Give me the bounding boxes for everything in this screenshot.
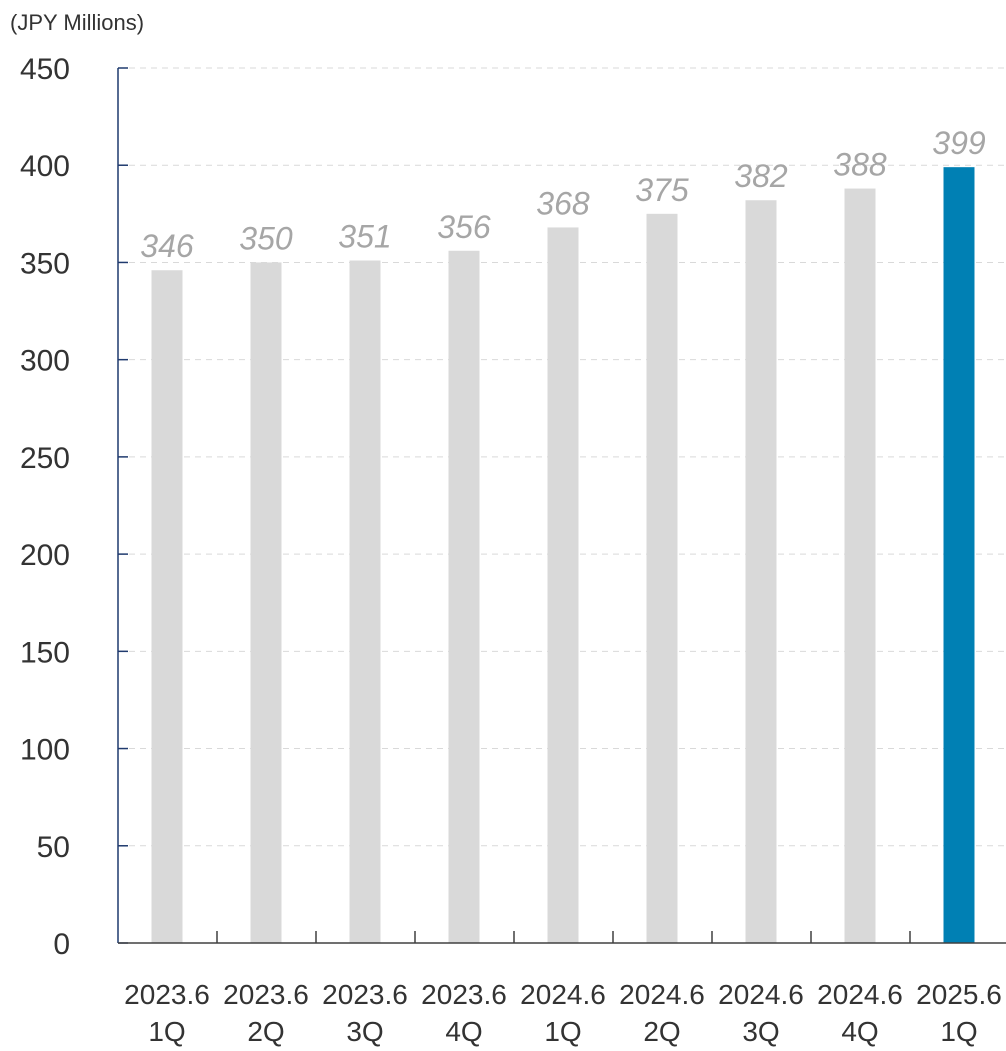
y-axis-ticks: 0 50 100 150 200 250 300 350 400 450 bbox=[20, 53, 128, 961]
x-axis-ticks: 2023.6 1Q 2023.6 2Q 2023.6 3Q 2023.6 4Q 2024.6 1Q… bbox=[124, 931, 1002, 1047]
y-tick-label: 450 bbox=[20, 53, 70, 86]
x-tick-label-year: 2023.6 bbox=[421, 979, 507, 1010]
bar-2023.6-4Q bbox=[448, 250, 480, 943]
x-tick-label-year: 2024.6 bbox=[718, 979, 804, 1010]
x-tick-label-quarter: 2Q bbox=[643, 1016, 680, 1047]
x-tick-label-year: 2023.6 bbox=[322, 979, 408, 1010]
y-tick-label: 200 bbox=[20, 539, 70, 572]
y-tick-label: 350 bbox=[20, 247, 70, 280]
y-tick-label: 50 bbox=[37, 831, 70, 864]
y-tick-label: 250 bbox=[20, 442, 70, 475]
data-label: 375 bbox=[635, 172, 689, 208]
x-tick-label-quarter: 1Q bbox=[940, 1016, 977, 1047]
bar-2023.6-2Q bbox=[250, 262, 282, 943]
data-label: 399 bbox=[932, 125, 986, 161]
y-tick-label: 400 bbox=[20, 150, 70, 183]
x-tick-label-quarter: 3Q bbox=[346, 1016, 383, 1047]
x-tick-label-year: 2023.6 bbox=[223, 979, 309, 1010]
bar-2025.6-1Q bbox=[943, 167, 975, 943]
data-label: 368 bbox=[536, 185, 590, 221]
y-tick-label: 150 bbox=[20, 636, 70, 669]
data-label: 356 bbox=[437, 209, 491, 245]
bars bbox=[151, 167, 975, 944]
x-tick-label-year: 2024.6 bbox=[520, 979, 606, 1010]
bar-2023.6-3Q bbox=[349, 260, 381, 943]
x-tick-label-quarter: 3Q bbox=[742, 1016, 779, 1047]
y-axis-unit-label: (JPY Millions) bbox=[10, 10, 144, 35]
x-tick-label-quarter: 1Q bbox=[148, 1016, 185, 1047]
x-tick-label-year: 2024.6 bbox=[619, 979, 705, 1010]
x-tick-label-year: 2024.6 bbox=[817, 979, 903, 1010]
x-tick-label-year: 2023.6 bbox=[124, 979, 210, 1010]
x-tick-label-quarter: 2Q bbox=[247, 1016, 284, 1047]
y-tick-label: 0 bbox=[53, 928, 70, 961]
data-label: 388 bbox=[833, 147, 887, 183]
x-tick-label-quarter: 4Q bbox=[841, 1016, 878, 1047]
data-label: 346 bbox=[140, 228, 194, 264]
data-label: 351 bbox=[338, 219, 391, 255]
data-labels: 346 350 351 356 368 375 382 388 399 bbox=[140, 125, 986, 264]
x-tick-label-quarter: 1Q bbox=[544, 1016, 581, 1047]
data-label: 350 bbox=[239, 220, 293, 256]
y-tick-label: 100 bbox=[20, 734, 70, 767]
bar-2024.6-1Q bbox=[547, 227, 579, 943]
axes bbox=[117, 68, 1006, 944]
data-label: 382 bbox=[734, 158, 788, 194]
bar-2024.6-2Q bbox=[646, 213, 678, 944]
bar-2024.6-4Q bbox=[844, 188, 876, 944]
x-tick-label-year: 2025.6 bbox=[916, 979, 1002, 1010]
x-tick-label-quarter: 4Q bbox=[445, 1016, 482, 1047]
bar-2023.6-1Q bbox=[151, 270, 183, 943]
y-tick-label: 300 bbox=[20, 345, 70, 378]
bar-2024.6-3Q bbox=[745, 200, 777, 943]
